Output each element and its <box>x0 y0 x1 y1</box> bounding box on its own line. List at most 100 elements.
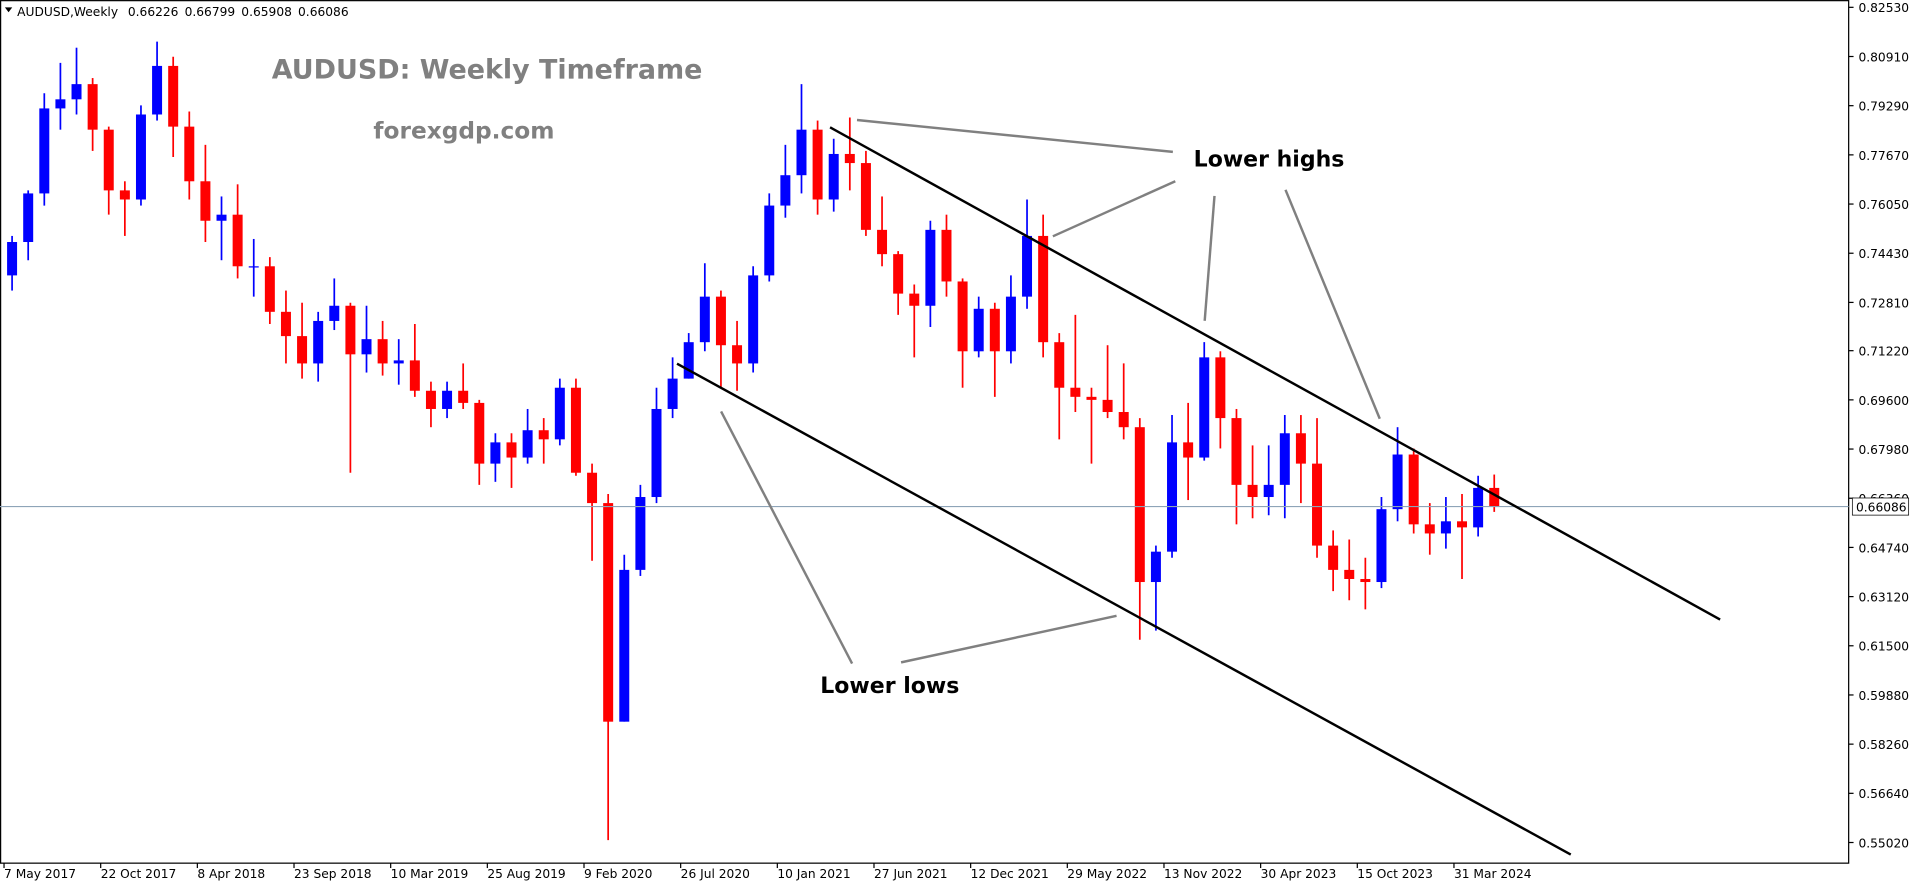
header-value: 0.66226 <box>128 5 179 19</box>
candle-body <box>1199 357 1210 458</box>
header: AUDUSD,Weekly 0.66226 0.66799 0.65908 0.6608… <box>17 5 349 19</box>
annotation: Lower highs <box>1194 148 1345 173</box>
candle-body <box>329 305 340 321</box>
candle-body <box>1215 357 1226 419</box>
candle-body <box>232 214 243 267</box>
y-tick-label: 0.63120 <box>1858 590 1909 604</box>
candle-body <box>764 205 775 276</box>
candle-body <box>474 402 485 464</box>
candle-body <box>1408 454 1419 525</box>
pointer <box>1203 195 1216 321</box>
candle-body <box>989 308 1000 352</box>
pointer <box>1052 180 1176 238</box>
y-tick-label: 0.77670 <box>1858 149 1909 163</box>
candle-body <box>732 345 743 364</box>
candle-body <box>796 129 807 176</box>
candle-body <box>667 378 678 409</box>
x-tick-label: 7 May 2017 <box>4 867 76 881</box>
candle-body <box>1376 509 1387 583</box>
candle-body <box>1070 387 1081 397</box>
pointer <box>720 410 854 665</box>
candle-body <box>152 65 163 115</box>
candle-body <box>7 241 18 276</box>
candle-body <box>23 193 34 242</box>
candle-body <box>297 336 308 364</box>
candle-body <box>1279 433 1290 485</box>
candle-body <box>538 430 549 440</box>
candle-body <box>1440 521 1451 534</box>
candle-body <box>1263 484 1274 498</box>
candle-body <box>651 408 662 498</box>
candle-body <box>264 266 275 312</box>
x-tick-label: 29 May 2022 <box>1067 867 1147 881</box>
candle-body <box>87 84 98 130</box>
candle-body <box>1118 412 1129 428</box>
candle-body <box>506 442 517 458</box>
candle-body <box>1473 487 1484 528</box>
candle-body <box>683 342 694 379</box>
candle-body <box>1312 463 1323 546</box>
x-tick-label: 27 Jun 2021 <box>874 867 948 881</box>
pointer <box>856 118 1173 154</box>
candle-body <box>780 175 791 206</box>
candle-body <box>184 126 195 182</box>
y-tick-label: 0.76050 <box>1858 198 1909 212</box>
y-tick-label: 0.59880 <box>1858 689 1909 703</box>
chart-title: AUDUSD: Weekly Timeframe <box>272 54 703 85</box>
x-tick-label: 23 Sep 2018 <box>294 867 372 881</box>
candle-body <box>619 569 630 722</box>
annotation: Lower lows <box>820 674 959 699</box>
candle-body <box>1392 454 1403 510</box>
y-tick-label: 0.80910 <box>1858 50 1909 64</box>
pointer <box>900 614 1117 664</box>
y-tick-label: 0.74430 <box>1858 247 1909 261</box>
x-tick-label: 10 Mar 2019 <box>391 867 469 881</box>
candle-body <box>941 229 952 282</box>
candle-body <box>216 214 227 221</box>
x-tick-label: 25 Aug 2019 <box>487 867 565 881</box>
x-tick-label: 26 Jul 2020 <box>681 867 750 881</box>
candle-body <box>168 65 179 127</box>
candle-body <box>393 360 404 364</box>
plot-frame <box>0 0 1850 864</box>
candle-body <box>812 129 823 200</box>
header-value: 0.66086 <box>298 5 349 19</box>
header-value: 0.65908 <box>241 5 292 19</box>
candle-body <box>877 229 888 255</box>
candle-body <box>345 305 356 355</box>
header-value: 0.66799 <box>185 5 236 19</box>
candle-body <box>1295 433 1306 464</box>
candle-body <box>119 190 130 200</box>
pointers <box>720 118 1381 665</box>
candle-body <box>1167 442 1178 552</box>
candle-body <box>1183 442 1194 458</box>
candle-body <box>313 320 324 364</box>
candle-body <box>957 281 968 352</box>
y-tick-label: 0.61500 <box>1858 640 1909 654</box>
candle-body <box>425 390 436 409</box>
candle-body <box>280 311 291 337</box>
candle-body <box>39 108 50 194</box>
current-price-label: 0.66086 <box>1856 500 1907 514</box>
y-tick-label: 0.64740 <box>1858 541 1909 555</box>
candle-body <box>442 390 453 409</box>
candle-body <box>973 308 984 352</box>
y-tick-label: 0.69600 <box>1858 394 1909 408</box>
y-tick-label: 0.56640 <box>1858 787 1909 801</box>
candle-body <box>490 442 501 464</box>
y-tick-label: 0.82530 <box>1858 1 1909 15</box>
candle-body <box>409 360 420 391</box>
candle-body <box>200 181 211 221</box>
candle-body <box>1086 396 1097 400</box>
lower-channel <box>676 362 1572 856</box>
candle-body <box>1231 418 1242 485</box>
candle-body <box>1360 578 1371 583</box>
menu-icon[interactable] <box>4 7 13 13</box>
candle-body <box>570 387 581 473</box>
current-price-box <box>1851 497 1910 516</box>
upper-channel <box>829 126 1721 621</box>
candle-body <box>377 339 388 364</box>
y-tick-label: 0.71220 <box>1858 345 1909 359</box>
